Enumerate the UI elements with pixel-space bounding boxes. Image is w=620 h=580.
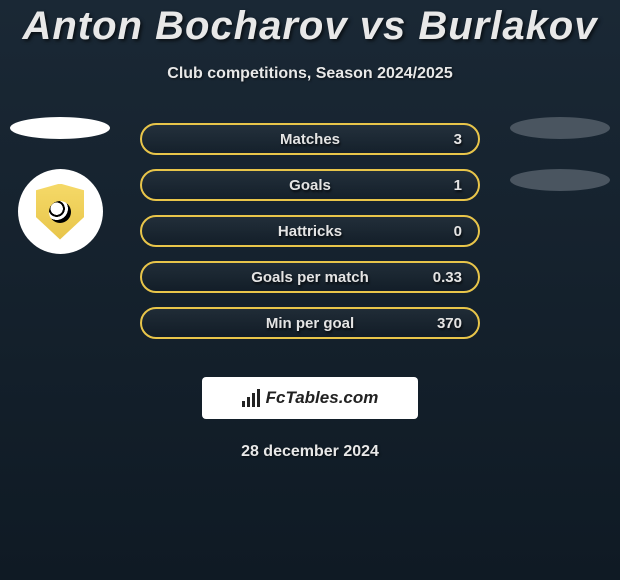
stat-label: Hattricks bbox=[278, 223, 342, 240]
player2-column bbox=[510, 117, 610, 191]
player2-name-placeholder bbox=[510, 117, 610, 139]
bar-chart-icon bbox=[242, 389, 260, 407]
page-title: Anton Bocharov vs Burlakov bbox=[0, 0, 620, 49]
stat-value: 370 bbox=[437, 315, 462, 332]
comparison-content: Matches 3 Goals 1 Hattricks 0 Goals per … bbox=[0, 123, 620, 363]
stat-row-goals: Goals 1 bbox=[140, 169, 480, 201]
stat-row-matches: Matches 3 bbox=[140, 123, 480, 155]
stat-label: Min per goal bbox=[266, 315, 354, 332]
player2-club-placeholder bbox=[510, 169, 610, 191]
player1-club-badge bbox=[18, 169, 103, 254]
player1-column bbox=[10, 117, 110, 254]
stat-label: Matches bbox=[280, 131, 340, 148]
stat-row-goals-per-match: Goals per match 0.33 bbox=[140, 261, 480, 293]
stat-value: 0 bbox=[454, 223, 462, 240]
branding-box: FcTables.com bbox=[202, 377, 418, 419]
soccer-ball-icon bbox=[49, 201, 71, 223]
player1-name-placeholder bbox=[10, 117, 110, 139]
stat-value: 1 bbox=[454, 177, 462, 194]
date-text: 28 december 2024 bbox=[0, 443, 620, 461]
subtitle: Club competitions, Season 2024/2025 bbox=[0, 65, 620, 83]
stats-list: Matches 3 Goals 1 Hattricks 0 Goals per … bbox=[140, 123, 480, 339]
stat-value: 0.33 bbox=[433, 269, 462, 286]
stat-row-hattricks: Hattricks 0 bbox=[140, 215, 480, 247]
stat-label: Goals bbox=[289, 177, 331, 194]
stat-value: 3 bbox=[454, 131, 462, 148]
stat-row-min-per-goal: Min per goal 370 bbox=[140, 307, 480, 339]
stat-label: Goals per match bbox=[251, 269, 369, 286]
shield-icon bbox=[36, 184, 84, 240]
branding-text: FcTables.com bbox=[266, 388, 379, 408]
